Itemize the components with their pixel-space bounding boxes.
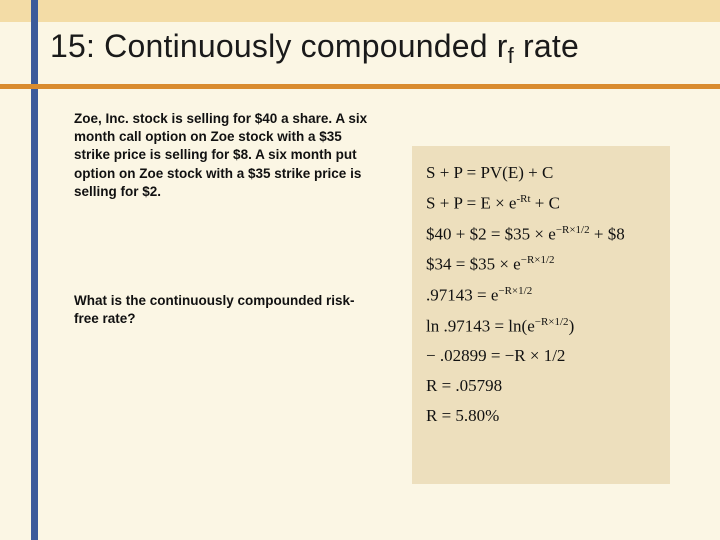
eq2-post: + C <box>531 194 560 213</box>
equation-9: R = 5.80% <box>426 406 660 426</box>
eq2-pre: S + P = E × e <box>426 194 516 213</box>
equation-3: $40 + $2 = $35 × e−R×1/2 + $8 <box>426 224 660 245</box>
title-subscript: f <box>508 43 514 68</box>
equation-8: R = .05798 <box>426 376 660 396</box>
equation-1: S + P = PV(E) + C <box>426 163 660 183</box>
title-prefix: 15: Continuously compounded r <box>50 28 508 64</box>
question-text: What is the continuously compounded risk… <box>74 292 374 328</box>
equation-5: .97143 = e−R×1/2 <box>426 285 660 306</box>
equation-4: $34 = $35 × e−R×1/2 <box>426 254 660 275</box>
equation-6: ln .97143 = ln(e−R×1/2) <box>426 316 660 337</box>
eq4-sup: −R×1/2 <box>521 254 555 266</box>
title-suffix: rate <box>514 28 579 64</box>
top-band <box>0 0 720 22</box>
eq5-pre: .97143 = e <box>426 286 498 305</box>
slide-title: 15: Continuously compounded rf rate <box>50 28 700 65</box>
eq3-post: + $8 <box>590 224 625 243</box>
eq6-post: ) <box>569 316 575 335</box>
calculation-panel: S + P = PV(E) + C S + P = E × e-Rt + C $… <box>412 146 670 484</box>
eq3-sup: −R×1/2 <box>556 224 590 236</box>
eq5-sup: −R×1/2 <box>498 285 532 297</box>
eq2-sup: -Rt <box>516 193 530 205</box>
eq3-pre: $40 + $2 = $35 × e <box>426 224 556 243</box>
title-underline <box>0 84 720 89</box>
left-accent-bar <box>31 0 38 540</box>
problem-statement: Zoe, Inc. stock is selling for $40 a sha… <box>74 110 374 201</box>
equation-7: − .02899 = −R × 1/2 <box>426 346 660 366</box>
equation-2: S + P = E × e-Rt + C <box>426 193 660 214</box>
eq6-pre: ln .97143 = ln(e <box>426 316 535 335</box>
eq4-pre: $34 = $35 × e <box>426 255 521 274</box>
eq6-sup: −R×1/2 <box>535 316 569 328</box>
